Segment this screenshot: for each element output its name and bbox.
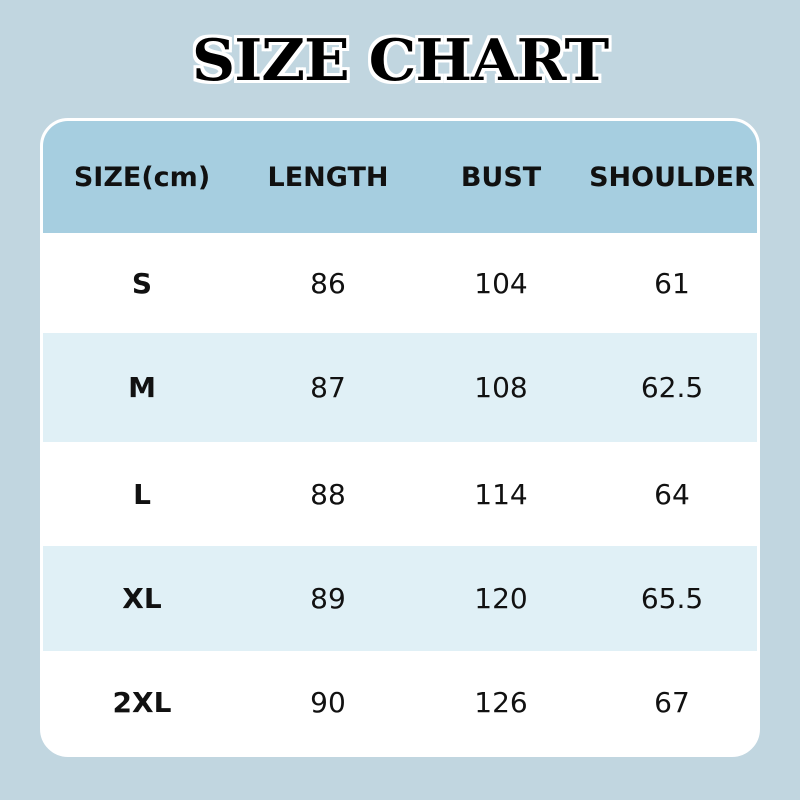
table-row: S 86 104 61 [43, 233, 757, 333]
header-shoulder: SHOULDER [589, 161, 755, 193]
cell-size: M [128, 371, 156, 404]
cell-shoulder: 67 [654, 686, 690, 719]
table-header: SIZE(cm) LENGTH BUST SHOULDER [43, 121, 757, 233]
cell-length: 87 [310, 371, 346, 404]
cell-bust: 104 [474, 266, 528, 300]
cell-bust: 126 [474, 686, 528, 719]
cell-size: 2XL [112, 686, 172, 719]
header-size: SIZE(cm) [73, 161, 211, 193]
cell-shoulder: 61 [654, 266, 690, 300]
cell-length: 89 [310, 582, 346, 615]
cell-length: 88 [310, 477, 346, 511]
cell-length: 90 [310, 686, 346, 719]
cell-size: L [133, 477, 151, 511]
header-length: LENGTH [267, 161, 389, 193]
size-table: SIZE(cm) LENGTH BUST SHOULDER S 86 104 61 M 8… [40, 118, 760, 757]
table-row: XL 89 120 65.5 [43, 546, 757, 651]
cell-bust: 108 [474, 371, 528, 404]
cell-size: S [131, 266, 153, 300]
cell-bust: 120 [474, 582, 528, 615]
cell-bust: 114 [474, 477, 528, 511]
table-row: M 87 108 62.5 [43, 333, 757, 442]
table-row: L 88 114 64 [43, 442, 757, 546]
cell-shoulder: 62.5 [640, 371, 704, 404]
cell-size: XL [122, 582, 162, 615]
cell-shoulder: 65.5 [640, 582, 704, 615]
header-bust: BUST [460, 161, 542, 193]
table-row: 2XL 90 126 67 [43, 651, 757, 754]
cell-shoulder: 64 [654, 477, 690, 511]
cell-length: 86 [310, 266, 346, 300]
page-title: SIZE CHART [191, 27, 609, 95]
